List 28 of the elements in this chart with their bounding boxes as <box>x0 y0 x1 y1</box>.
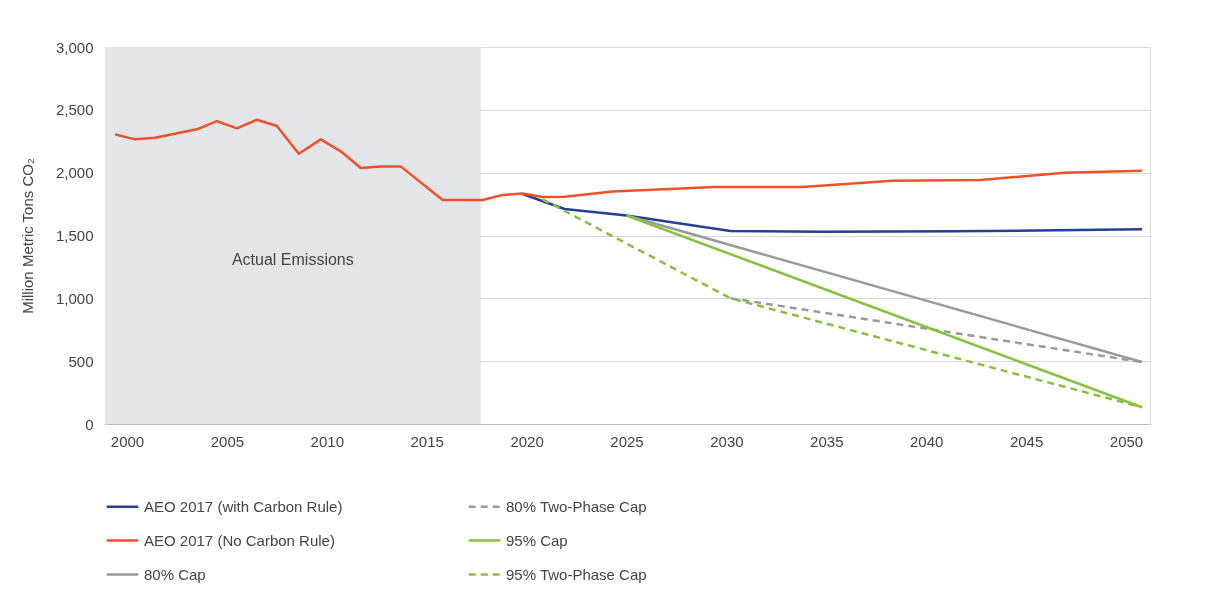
y-tick-label: 1,500 <box>55 227 94 244</box>
legend-label: AEO 2017 (No Carbon Rule) <box>144 531 335 549</box>
band-label: Actual Emissions <box>231 251 354 269</box>
legend-label: 80% Cap <box>144 565 206 583</box>
y-tick-label: 3,000 <box>55 38 94 56</box>
y-tick-label: 2,000 <box>55 164 94 182</box>
legend-label: 80% Two-Phase Cap <box>506 497 647 515</box>
x-tick-label: 2035 <box>810 432 844 450</box>
legend-label: AEO 2017 (with Carbon Rule) <box>144 497 343 515</box>
line-series <box>113 118 1144 202</box>
y-tick-label: 1,000 <box>55 289 94 307</box>
y-tick-label: 0 <box>85 415 94 433</box>
legend-label: 95% Two-Phase Cap <box>506 565 647 583</box>
x-tick-label: 2030 <box>710 432 744 450</box>
y-tick-label: 2,500 <box>55 101 94 119</box>
line-series <box>521 192 1144 233</box>
x-tick-label: 2005 <box>210 432 245 450</box>
y-axis-title: Million Metric Tons CO₂ <box>18 158 36 314</box>
x-tick-label: 2050 <box>1109 432 1144 450</box>
x-tick-label: 2025 <box>610 432 644 450</box>
x-tick-label: 2015 <box>410 432 444 450</box>
x-tick-label: 2000 <box>110 432 145 450</box>
x-tick-label: 2010 <box>310 432 344 450</box>
legend-label: 95% Cap <box>506 531 568 549</box>
x-tick-label: 2020 <box>510 432 544 450</box>
x-tick-label: 2040 <box>910 432 944 450</box>
y-tick-label: 500 <box>68 352 94 370</box>
x-tick-label: 2045 <box>1009 432 1044 450</box>
